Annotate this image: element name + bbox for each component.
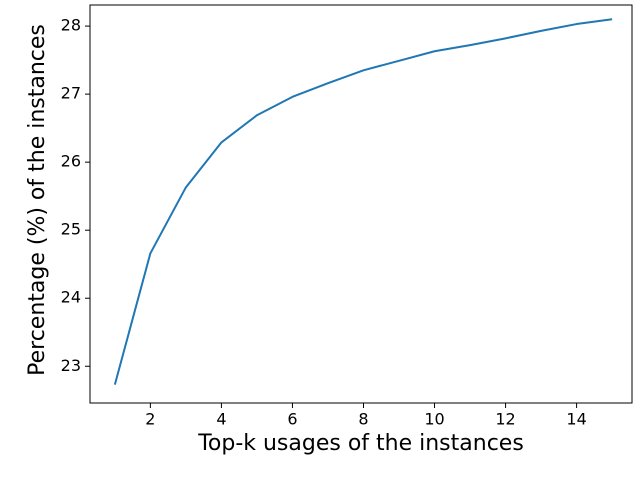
x-tick-label: 12 (495, 410, 515, 429)
x-tick-label: 4 (216, 410, 226, 429)
x-tick-label: 8 (358, 410, 368, 429)
y-tick-label: 26 (61, 152, 81, 171)
x-axis-label: Top-k usages of the instances (197, 431, 524, 456)
x-tick-label: 2 (145, 410, 155, 429)
y-axis-label: Percentage (%) of the instances (25, 24, 50, 376)
x-tick-label: 10 (424, 410, 444, 429)
y-tick-label: 28 (61, 16, 81, 35)
line (113, 18, 613, 385)
y-tick-label: 23 (61, 356, 81, 375)
x-tick-label: 14 (566, 410, 586, 429)
y-tick-label: 24 (61, 288, 81, 307)
plot-frame (89, 4, 633, 404)
y-tick-label: 25 (61, 220, 81, 239)
y-tick-label: 27 (61, 84, 81, 103)
x-tick-label: 6 (287, 410, 297, 429)
